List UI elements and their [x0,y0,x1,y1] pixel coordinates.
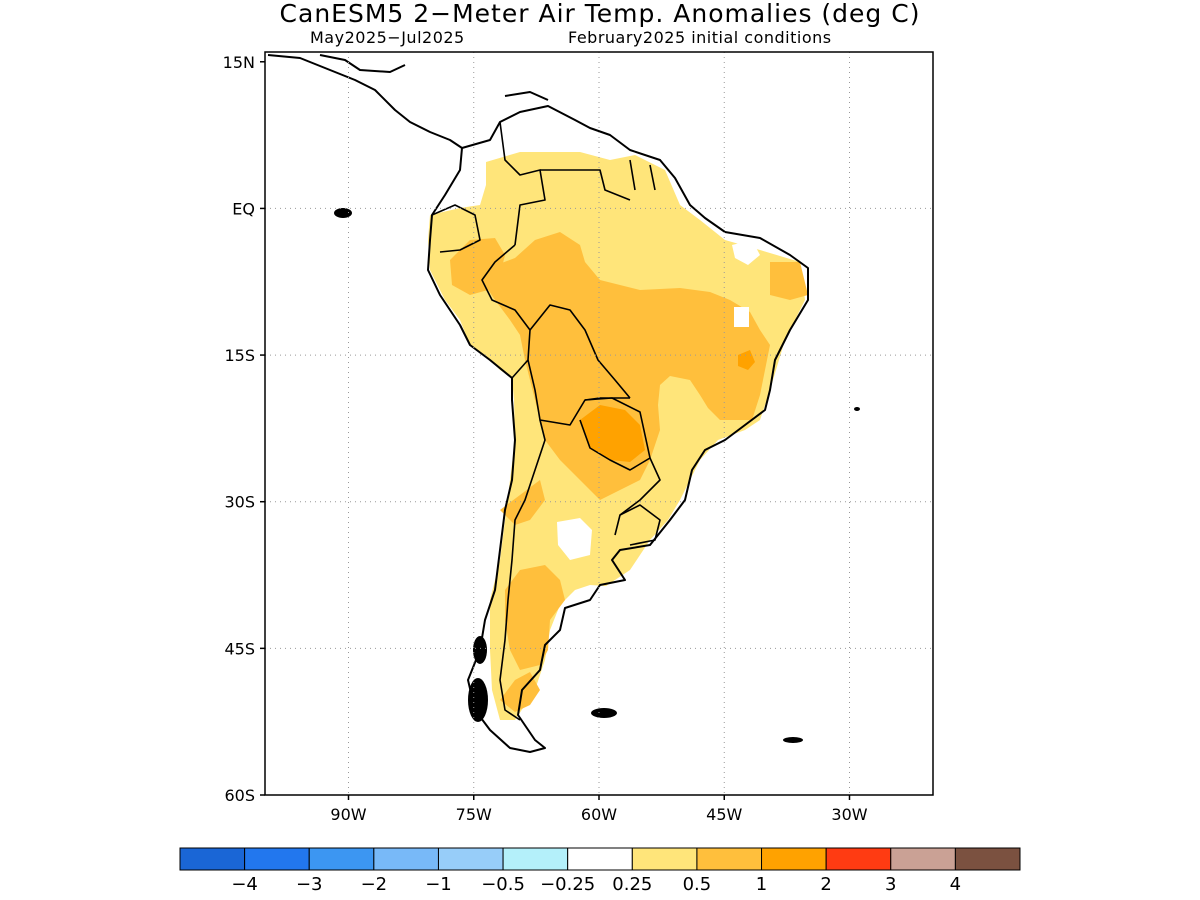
caribbean-coastline [319,54,549,101]
chiloe-archipelago [473,636,487,664]
border-uruguay [619,504,661,546]
color-bar-label: −0.5 [481,874,525,895]
anomaly-shading-0.5-1 [485,232,770,500]
color-bar-swatch [954,847,1021,871]
map-plot-area [267,54,860,753]
central-america-coastline [267,54,463,149]
color-bar-swatch [308,847,375,871]
lat-tick-label: 45S [224,639,255,658]
color-bar-swatch [437,847,504,871]
color-bar: −4 −3 −2 −1 −0.5 −0.25 0.25 0.5 1 2 3 4 [179,847,1021,895]
lon-tick-label: 30W [831,805,867,824]
lat-tick-label: 60S [224,786,255,805]
lat-tick-label: 30S [224,493,255,512]
country-borders [431,121,661,721]
anomaly-gap-argentina [557,518,592,560]
fernando-de-noronha [854,407,860,411]
lon-tick-label: 45W [706,805,742,824]
color-bar-label: 2 [820,874,831,895]
color-bar-swatch [631,847,698,871]
coastlines [267,54,809,753]
patagonian-archipelago [468,678,488,722]
islands [334,208,860,743]
forecast-period: May2025−Jul2025 [310,28,465,47]
color-bar-swatch [567,847,633,871]
lat-tick-label: EQ [232,199,255,218]
color-bar-swatch [244,847,310,871]
color-bar-swatch [373,847,439,871]
color-bar-swatch [696,847,763,871]
border-brazil-west [529,304,631,399]
border-paraguay [579,397,651,471]
border-venezuela [540,169,631,201]
anomaly-shading-0.5-1-ne [770,262,808,300]
map-axes: 15N EQ 15S 30S 45S 60S 90W 75W 60W 45W 30W [223,53,868,824]
color-bar-label: 0.25 [612,874,652,895]
lat-tick-label: 15S [224,346,255,365]
color-bar-label: 0.5 [683,874,712,895]
color-bar-label: −1 [425,874,452,895]
lon-tick-label: 90W [330,805,366,824]
falkland-islands [591,708,617,718]
color-bar-label: −4 [231,874,258,895]
color-bar-swatch [502,847,569,871]
color-bar-swatch [179,847,246,871]
anomaly-shading-0.5-1-west [450,238,505,295]
color-bar-label: −3 [296,874,323,895]
color-bar-label: −2 [361,874,388,895]
south-georgia-island [783,737,803,743]
anomaly-shading-0.5-1-south [500,480,545,525]
color-bar-swatch [825,847,892,871]
south-america-coastline [427,105,809,753]
color-bar-label: 4 [950,874,961,895]
border-bolivia [527,359,630,426]
color-bar-swatch [761,847,827,871]
color-bar-label: 3 [885,874,896,895]
lat-tick-label: 15N [223,53,255,72]
map-title: CanESM5 2−Meter Air Temp. Anomalies (deg… [279,0,921,28]
color-bar-label: −0.25 [540,874,595,895]
border-argentina-brazil [614,457,661,536]
color-bar-swatch [890,847,956,871]
anomaly-shading-1-2 [580,405,645,462]
initial-conditions: February2025 initial conditions [568,28,832,47]
border-peru [481,244,531,379]
anomaly-gap-brazil [734,307,749,327]
anomaly-shading-0.5-1-patagonia [505,565,565,670]
border-chile-argentina [499,419,546,721]
border-guianas [629,159,656,191]
galapagos-islands [334,208,352,218]
border-ecuador [431,204,481,253]
anomaly-gap-northeast [732,240,760,265]
color-bar-label: 1 [756,874,767,895]
lon-tick-label: 75W [456,805,492,824]
lon-tick-label: 60W [581,805,617,824]
